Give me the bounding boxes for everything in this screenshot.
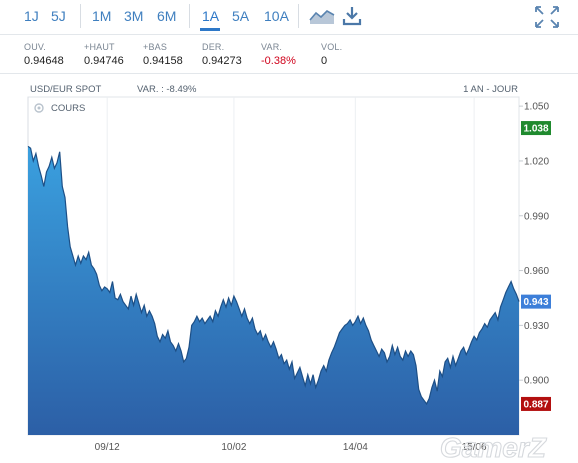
max-value-label: 1.038 (523, 124, 548, 135)
timeframe-3m[interactable]: 3M (124, 8, 144, 24)
stat-open: OUV. 0.94648 (24, 42, 64, 67)
stat-label: +HAUT (84, 42, 115, 52)
stat-low: +BAS 0.94158 (143, 42, 183, 67)
timeframe-5a[interactable]: 5A (232, 8, 250, 24)
min-value-label: 0.887 (523, 400, 548, 411)
price-line (27, 145, 520, 406)
stat-high: +HAUT 0.94746 (84, 42, 124, 67)
stat-value: 0.94273 (202, 55, 242, 67)
y-tick-label: 0.930 (524, 321, 549, 332)
last-value-label: 0.943 (523, 297, 548, 308)
instrument-name: USD/EUR SPOT (30, 84, 101, 95)
timeframe-10a[interactable]: 10A (264, 8, 289, 24)
timeframe-6m[interactable]: 6M (157, 8, 177, 24)
stat-label: VOL. (321, 42, 343, 52)
stat-last: DER. 0.94273 (202, 42, 242, 67)
y-tick-label: 1.050 (524, 102, 549, 113)
timeframe-5j[interactable]: 5J (51, 8, 66, 24)
stat-value: 0.94648 (24, 55, 64, 67)
y-tick-label: 0.900 (524, 376, 549, 387)
timeframe-1j[interactable]: 1J (24, 8, 39, 24)
toolbar-separator (0, 34, 578, 35)
stat-label: +BAS (143, 42, 168, 52)
value-badges: 1.038 0.943 0.887 (521, 121, 551, 411)
stat-value: -0.38% (261, 55, 296, 67)
chart-type-icon[interactable] (309, 5, 335, 25)
fullscreen-icon[interactable] (534, 5, 560, 29)
stat-volume: VOL. 0 (321, 42, 342, 67)
toolbar: 1J 5J 1M 3M 6M 1A 5A 10A (0, 0, 578, 34)
period-label: 1 AN - JOUR (463, 84, 518, 95)
last-value-badge (521, 294, 551, 309)
max-value-badge (521, 121, 551, 136)
download-icon[interactable] (342, 5, 362, 27)
series-toggle-label: COURS (51, 103, 85, 114)
y-axis: 1.050 1.020 0.990 0.960 0.930 0.900 (519, 102, 549, 387)
x-tick-label: 09/12 (95, 442, 120, 453)
gear-icon-center (37, 106, 41, 110)
x-tick-label: 15/06 (462, 442, 487, 453)
toolbar-divider (80, 4, 81, 28)
cours-toggle[interactable]: COURS (34, 103, 85, 114)
y-tick-label: 0.990 (524, 211, 549, 222)
stat-value: 0.94158 (143, 55, 183, 67)
x-tick-label: 10/02 (221, 442, 246, 453)
toolbar-divider (298, 4, 299, 28)
stat-label: DER. (202, 42, 225, 52)
stat-change: VAR. -0.38% (261, 42, 296, 67)
stat-value: 0 (321, 55, 328, 67)
min-value-badge (521, 396, 551, 411)
y-tick-label: 0.960 (524, 266, 549, 277)
stat-label: VAR. (261, 42, 283, 52)
x-tick-label: 14/04 (343, 442, 368, 453)
stat-value: 0.94746 (84, 55, 124, 67)
price-area (28, 146, 519, 436)
timeframe-1m[interactable]: 1M (92, 8, 112, 24)
y-tick-label: 1.020 (524, 156, 549, 167)
toolbar-divider (189, 4, 190, 28)
stat-label: OUV. (24, 42, 46, 52)
period-variation: VAR. : -8.49% (137, 84, 197, 95)
watermark: GamerZ (440, 432, 547, 463)
gear-icon (34, 103, 44, 113)
active-timeframe-indicator (200, 28, 220, 31)
stats-separator (0, 73, 578, 74)
timeframe-1a[interactable]: 1A (202, 8, 220, 24)
